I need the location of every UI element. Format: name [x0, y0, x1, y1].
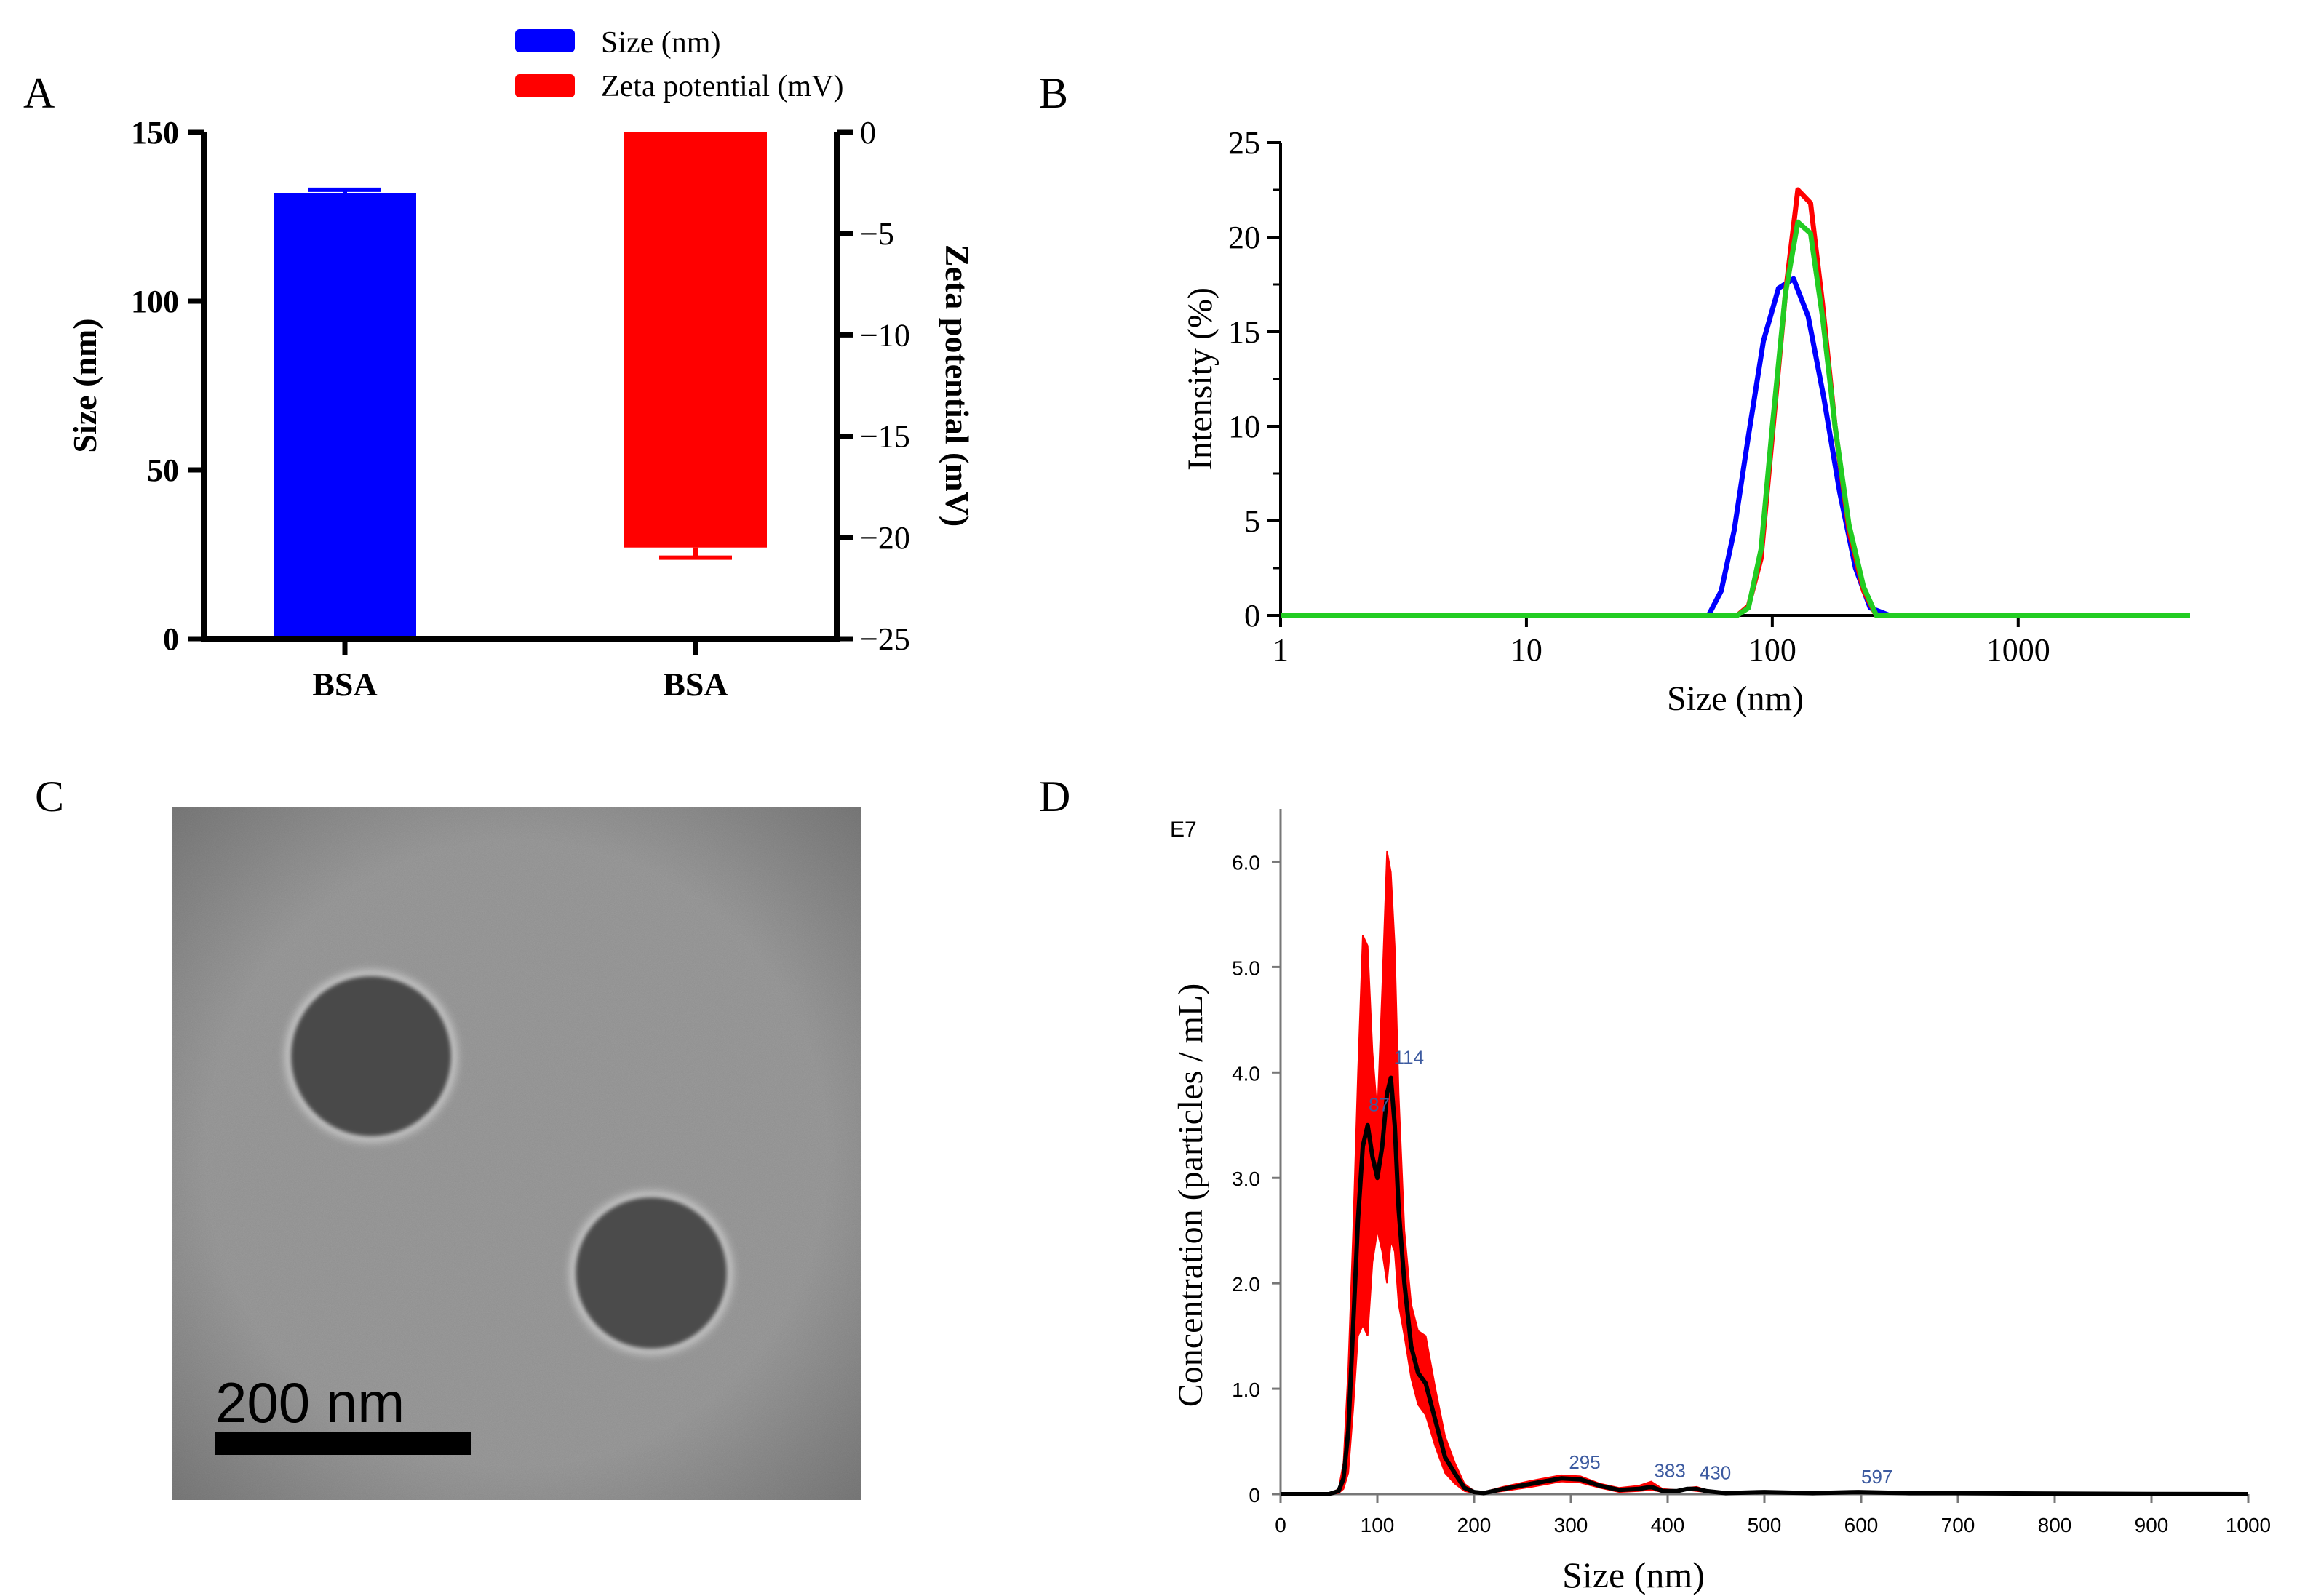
tick-label-left: 4.0	[1232, 1062, 1260, 1085]
tem-vignette	[172, 807, 861, 1500]
x-axis-title: Size (nm)	[1562, 1555, 1705, 1595]
scale-bar-label: 200 nm	[215, 1370, 405, 1435]
category-label: BSA	[312, 666, 377, 703]
legend-swatch-zeta	[515, 74, 575, 97]
tick-label-left: 5	[1244, 503, 1260, 539]
tick-label-bottom: 100	[1361, 1514, 1395, 1536]
bars	[274, 132, 767, 639]
tick-label-left: 10	[1228, 409, 1260, 444]
tick-label-bottom: 400	[1651, 1514, 1685, 1536]
legend-swatch-size	[515, 29, 575, 52]
series-line-run-red	[1281, 187, 2190, 618]
plot-area: 87 114 295 383 430 597	[1281, 850, 2249, 1496]
tick-label-bottom: 700	[1941, 1514, 1975, 1536]
tick-label-bottom: 10	[1510, 632, 1542, 668]
axes: E7 0 1.0 2.0 3.0 4.0 5.0 6.0 0 100 200 300 400 500 600…	[1170, 809, 2271, 1595]
tick-label-left: 6.0	[1232, 851, 1260, 874]
series-lines	[1281, 187, 2190, 618]
tick-label-left: 3.0	[1232, 1168, 1260, 1190]
mean-line	[1281, 1075, 2249, 1496]
tick-label-left: 0	[163, 621, 179, 657]
tick-label-left: 0	[1244, 598, 1260, 634]
series-line-run-green	[1281, 219, 2190, 618]
peak-label: 295	[1569, 1451, 1600, 1473]
tick-label-left: 15	[1228, 314, 1260, 350]
y-axis-title-left: Size (nm)	[66, 318, 103, 452]
y-axis-title-right: Zeta potential (mV)	[939, 244, 976, 527]
tick-label-right: −5	[860, 216, 894, 252]
error-band	[1281, 850, 2249, 1495]
nanoparticle	[576, 1197, 727, 1349]
y-axis-title: Intensity (%)	[1181, 287, 1219, 471]
y-multiplier: E7	[1170, 818, 1197, 842]
tick-label-bottom: 500	[1748, 1514, 1782, 1536]
tick-label-bottom: 200	[1457, 1514, 1492, 1536]
peak-label: 597	[1861, 1466, 1892, 1488]
tick-label-left: 5.0	[1232, 957, 1260, 979]
panel-label-b: B	[1039, 69, 1068, 117]
tick-label-left: 20	[1228, 220, 1260, 255]
tick-label-right: −10	[860, 317, 910, 353]
tick-label-right: 0	[860, 115, 876, 151]
peak-label: 383	[1654, 1459, 1685, 1481]
series-line-run-blue	[1281, 276, 2190, 618]
peak-label: 114	[1394, 1046, 1424, 1068]
tick-label-left: 50	[147, 452, 179, 488]
panel-c-tem-image: 200 nm	[172, 807, 861, 1500]
panel-label-d: D	[1039, 773, 1070, 821]
peak-label: 430	[1700, 1461, 1731, 1483]
tick-label-bottom: 0	[1275, 1514, 1286, 1536]
legend: Size (nm) Zeta potential (mV)	[515, 26, 844, 103]
panel-b-line-chart: 0 5 10 15 20 25 1 10 100 1000 Size (nm) Intensity (…	[1181, 125, 2190, 718]
bar-size	[274, 193, 416, 639]
legend-label-zeta: Zeta potential (mV)	[601, 70, 844, 103]
axes: 0 5 10 15 20 25 1 10 100 1000 Size (nm) Intensity (…	[1181, 125, 2190, 718]
panel-label-c: C	[35, 773, 64, 821]
category-label: BSA	[663, 666, 728, 703]
tick-label-left: 1.0	[1232, 1378, 1260, 1401]
tick-label-left: 2.0	[1232, 1273, 1260, 1296]
tick-label-bottom: 1000	[2226, 1514, 2271, 1536]
panel-d-area-chart: E7 0 1.0 2.0 3.0 4.0 5.0 6.0 0 100 200 300 400 500 600…	[1170, 809, 2271, 1595]
tick-label-bottom: 1000	[1986, 632, 2050, 668]
scale-bar	[215, 1432, 471, 1455]
x-axis-title: Size (nm)	[1667, 679, 1804, 718]
bar-zeta	[624, 132, 767, 548]
tick-label-bottom: 900	[2135, 1514, 2169, 1536]
peak-label: 87	[1369, 1094, 1390, 1116]
tick-label-left: 25	[1228, 125, 1260, 161]
tick-label-right: −25	[860, 621, 910, 657]
tick-label-left: 150	[131, 115, 179, 151]
tick-label-bottom: 600	[1844, 1514, 1879, 1536]
tick-label-right: −20	[860, 520, 910, 556]
tick-label-bottom: 1	[1273, 632, 1289, 668]
axes: 0 50 100 150 0 −5 −10 −15 −20 −25 BSA BSA Size (nm) Z…	[66, 115, 976, 703]
y-axis-title: Concentration (particles / mL)	[1171, 983, 1210, 1407]
tick-label-left: 100	[131, 284, 179, 319]
nanoparticle	[291, 976, 451, 1136]
tick-label-bottom: 800	[2038, 1514, 2072, 1536]
legend-label-size: Size (nm)	[601, 26, 720, 60]
tick-label-left: 0	[1249, 1484, 1260, 1507]
tick-label-bottom: 300	[1554, 1514, 1588, 1536]
panel-label-a: A	[23, 69, 55, 117]
tick-label-bottom: 100	[1748, 632, 1796, 668]
panel-a-bar-chart: Size (nm) Zeta potential (mV) 0 50 100 150 0 −…	[66, 26, 976, 703]
tick-label-right: −15	[860, 419, 910, 455]
